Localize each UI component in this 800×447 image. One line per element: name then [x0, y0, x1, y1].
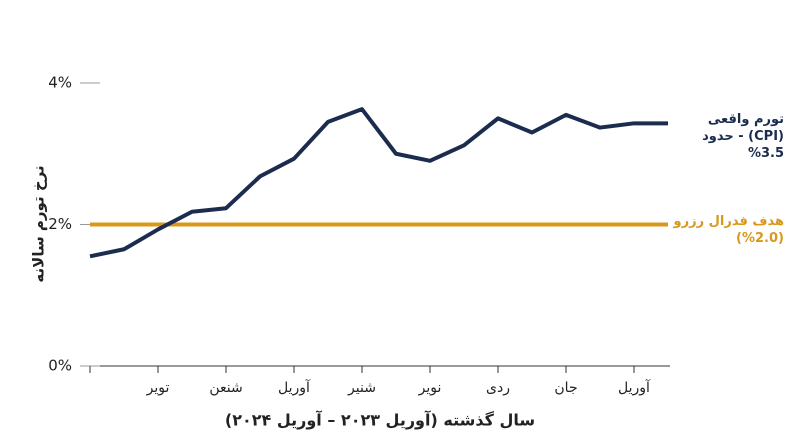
x-axis-label: سال گذشته (آوریل ۲۰۲۳ – آوریل ۲۰۲۴) [225, 410, 535, 430]
y-tick-label: 4% [48, 74, 72, 92]
y-axis-label: نرخ تورم سالانه [30, 165, 48, 282]
x-tick-label: نویر [418, 380, 442, 396]
series-label: تورم واقعی (CPI) - حدود 3.5% [702, 112, 784, 162]
series-line [89, 107, 668, 259]
x-tick-label: آوریل [618, 379, 651, 396]
x-tick-label: جان [554, 380, 577, 396]
y-tick-label: 0% [48, 357, 72, 375]
x-tick-label: آوریل [278, 379, 311, 396]
x-tick-label: شنیر [347, 380, 376, 396]
x-tick-label: ردی [486, 380, 510, 396]
y-tick-label: 2% [48, 215, 72, 233]
series-label: هدف فدرال رزرو (2.0%) [673, 213, 784, 246]
x-tick-label: تویر [146, 380, 170, 396]
x-tick-label: شنعن [209, 380, 242, 396]
